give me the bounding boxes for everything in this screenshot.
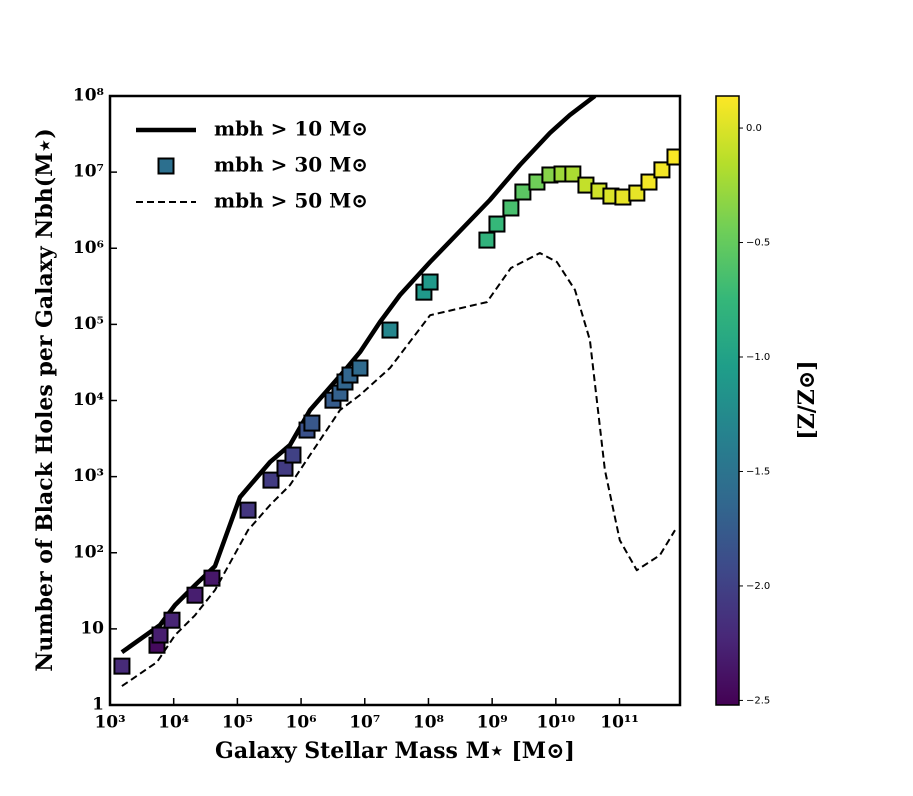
plot-area xyxy=(113,96,680,687)
colorbar-tick-label: −2.5 xyxy=(746,695,770,706)
x-tick-label: 10⁸ xyxy=(413,713,444,733)
legend-swatch xyxy=(157,157,175,175)
colorbar-tick-label: −1.5 xyxy=(746,466,770,477)
y-axis-label: Number of Black Holes per Galaxy Nbh(M⋆) xyxy=(32,128,58,671)
line-series xyxy=(121,252,676,687)
legend-label: mbh > 30 M⊙ xyxy=(214,153,368,177)
scatter-point xyxy=(284,446,302,464)
x-axis-label: Galaxy Stellar Mass M⋆ [M⊙] xyxy=(215,738,575,764)
colorbar-tick-label: −1.0 xyxy=(746,352,770,363)
scatter-point xyxy=(653,161,671,179)
scatter-point xyxy=(421,273,439,291)
scatter-point xyxy=(262,471,280,489)
colorbar-tick-label: −0.5 xyxy=(746,238,770,249)
scatter-point xyxy=(113,657,131,675)
x-tick-label: 10⁶ xyxy=(286,713,317,733)
scatter-point xyxy=(478,231,496,249)
colorbar-label: [Z/Z⊙] xyxy=(794,360,820,439)
plot-frame xyxy=(108,94,682,707)
scatter-point xyxy=(666,148,680,166)
y-tick-label: 1 xyxy=(92,695,104,715)
legend-label: mbh > 10 M⊙ xyxy=(214,117,368,141)
y-tick-label: 10 xyxy=(80,618,104,638)
scatter-point xyxy=(203,569,221,587)
x-tick-label: 10⁹ xyxy=(477,713,508,733)
scatter-point xyxy=(640,173,658,191)
scatter-point xyxy=(614,188,632,206)
x-tick-label: 10¹¹ xyxy=(600,713,639,733)
y-tick-label: 10⁶ xyxy=(73,238,104,258)
scatter-point xyxy=(186,586,204,604)
scatter-point xyxy=(151,626,169,644)
y-tick-label: 10⁸ xyxy=(73,86,104,106)
x-tick-label: 10⁷ xyxy=(349,713,380,733)
y-tick-label: 10⁴ xyxy=(73,390,104,410)
y-tick-label: 10⁵ xyxy=(73,314,104,334)
x-tick-label: 10¹⁰ xyxy=(537,713,576,733)
x-tick-label: 10⁴ xyxy=(158,713,189,733)
scatter-point xyxy=(488,215,506,233)
scatter-point xyxy=(351,359,369,377)
scatter-point xyxy=(381,321,399,339)
y-tick-label: 10³ xyxy=(73,466,104,486)
colorbar xyxy=(715,95,740,706)
legend-label: mbh > 50 M⊙ xyxy=(214,189,368,213)
scatter-point xyxy=(239,501,257,519)
scatter-point xyxy=(303,414,321,432)
scatter-point xyxy=(502,199,520,217)
y-tick-label: 10⁷ xyxy=(73,162,104,182)
colorbar-tick-label: 0.0 xyxy=(746,123,762,134)
x-tick-label: 10⁵ xyxy=(222,713,253,733)
x-tick-label: 10³ xyxy=(94,713,125,733)
scatter-point xyxy=(514,183,532,201)
colorbar-tick-label: −2.0 xyxy=(746,581,770,592)
scatter-point xyxy=(564,165,582,183)
y-tick-label: 10² xyxy=(73,542,104,562)
scatter-point xyxy=(163,611,181,629)
